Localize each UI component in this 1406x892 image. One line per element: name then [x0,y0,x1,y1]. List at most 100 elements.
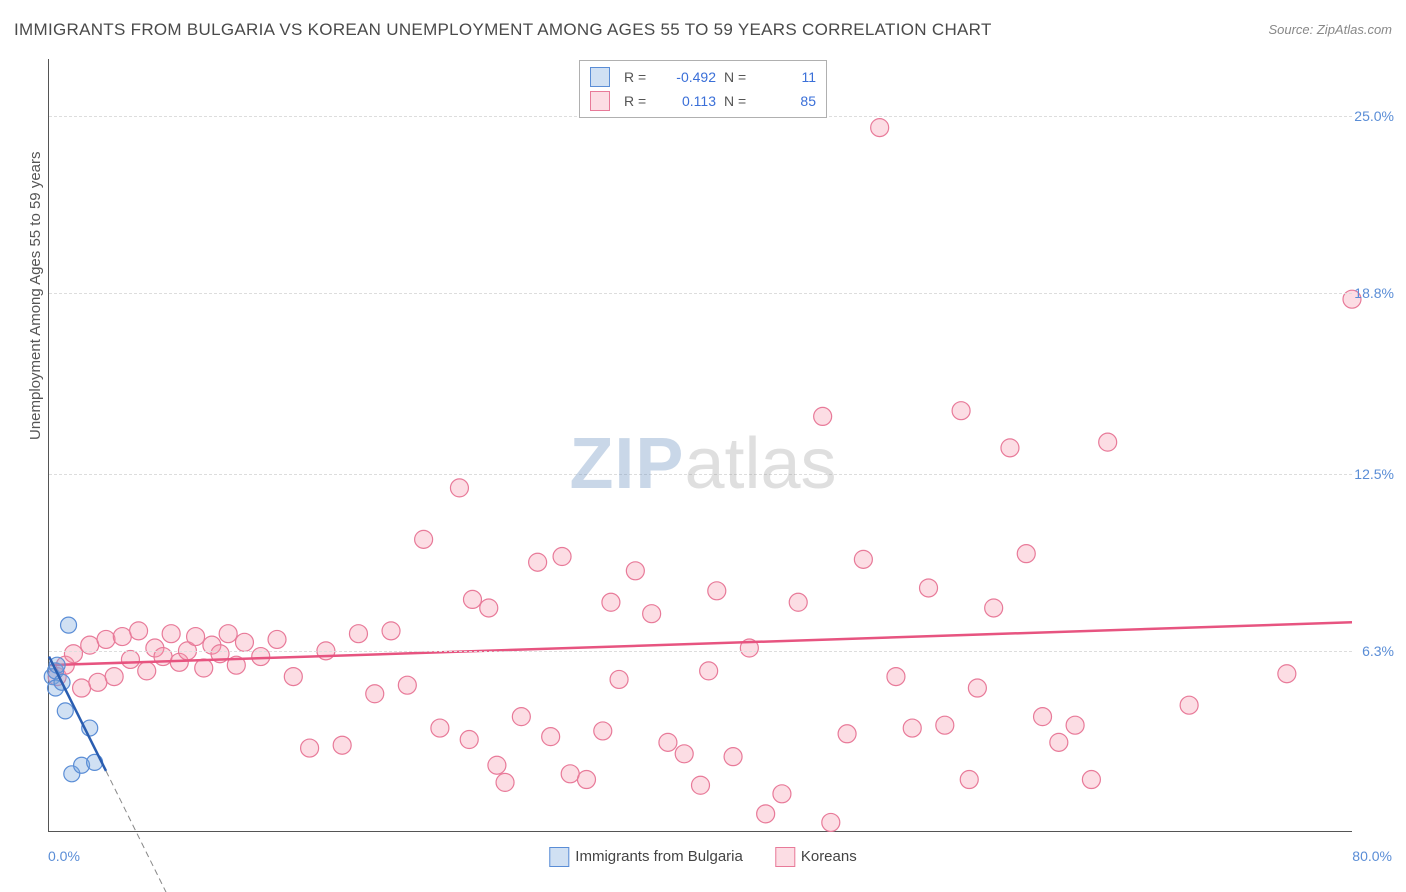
chart-container: IMMIGRANTS FROM BULGARIA VS KOREAN UNEMP… [0,0,1406,892]
data-point [626,562,644,580]
data-point [757,805,775,823]
data-point [382,622,400,640]
gridline [49,293,1352,294]
scatter-svg [49,59,1352,831]
data-point [887,668,905,686]
data-point [1001,439,1019,457]
data-point [113,628,131,646]
data-point [708,582,726,600]
data-point [415,530,433,548]
data-point [219,625,237,643]
data-point [692,776,710,794]
data-point [561,765,579,783]
n-label: N = [724,69,752,85]
plot-area [48,59,1352,832]
y-axis-tick-label: 18.8% [1354,285,1394,301]
series-name: Immigrants from Bulgaria [575,848,743,865]
data-point [854,550,872,568]
data-point [187,628,205,646]
series-legend-item: Koreans [775,847,857,867]
data-point [1278,665,1296,683]
correlation-legend: R =-0.492N =11R =0.113N =85 [579,60,827,118]
data-point [89,673,107,691]
data-point [985,599,1003,617]
source-attribution: Source: ZipAtlas.com [1268,22,1392,37]
data-point [488,756,506,774]
data-point [1180,696,1198,714]
gridline [49,474,1352,475]
data-point [121,650,139,668]
n-value: 85 [760,93,816,109]
data-point [822,813,840,831]
data-point [1082,771,1100,789]
y-axis-tick-label: 25.0% [1354,108,1394,124]
y-axis-tick-label: 6.3% [1362,643,1394,659]
data-point [936,716,954,734]
data-point [105,668,123,686]
data-point [700,662,718,680]
data-point [903,719,921,737]
data-point [643,605,661,623]
correlation-legend-row: R =0.113N =85 [590,89,816,113]
x-axis-min-label: 0.0% [48,848,80,864]
data-point [968,679,986,697]
data-point [235,633,253,651]
n-label: N = [724,93,752,109]
data-point [64,645,82,663]
data-point [57,703,73,719]
data-point [659,733,677,751]
data-point [450,479,468,497]
data-point [73,679,91,697]
data-point [284,668,302,686]
legend-swatch [590,91,610,111]
data-point [268,630,286,648]
legend-swatch [775,847,795,867]
data-point [1066,716,1084,734]
data-point [789,593,807,611]
y-axis-label: Unemployment Among Ages 55 to 59 years [27,151,44,440]
data-point [553,548,571,566]
data-point [512,708,530,726]
legend-swatch [590,67,610,87]
legend-swatch [549,847,569,867]
x-axis-max-label: 80.0% [1352,848,1392,864]
r-label: R = [624,69,652,85]
correlation-legend-row: R =-0.492N =11 [590,65,816,89]
data-point [602,593,620,611]
data-point [952,402,970,420]
chart-title: IMMIGRANTS FROM BULGARIA VS KOREAN UNEMP… [14,20,992,40]
data-point [460,731,478,749]
data-point [61,617,77,633]
data-point [1034,708,1052,726]
data-point [1050,733,1068,751]
data-point [814,407,832,425]
data-point [773,785,791,803]
data-point [577,771,595,789]
data-point [162,625,180,643]
data-point [1017,545,1035,563]
data-point [920,579,938,597]
gridline [49,651,1352,652]
data-point [97,630,115,648]
data-point [366,685,384,703]
data-point [431,719,449,737]
data-point [480,599,498,617]
data-point [1099,433,1117,451]
data-point [463,590,481,608]
data-point [398,676,416,694]
data-point [496,773,514,791]
series-legend: Immigrants from Bulgaria Koreans [549,847,856,867]
data-point [610,670,628,688]
y-axis-tick-label: 12.5% [1354,466,1394,482]
n-value: 11 [760,69,816,85]
data-point [724,748,742,766]
data-point [594,722,612,740]
data-point [838,725,856,743]
data-point [349,625,367,643]
series-legend-item: Immigrants from Bulgaria [549,847,743,867]
data-point [138,662,156,680]
data-point [195,659,213,677]
data-point [301,739,319,757]
data-point [960,771,978,789]
series-name: Koreans [801,848,857,865]
